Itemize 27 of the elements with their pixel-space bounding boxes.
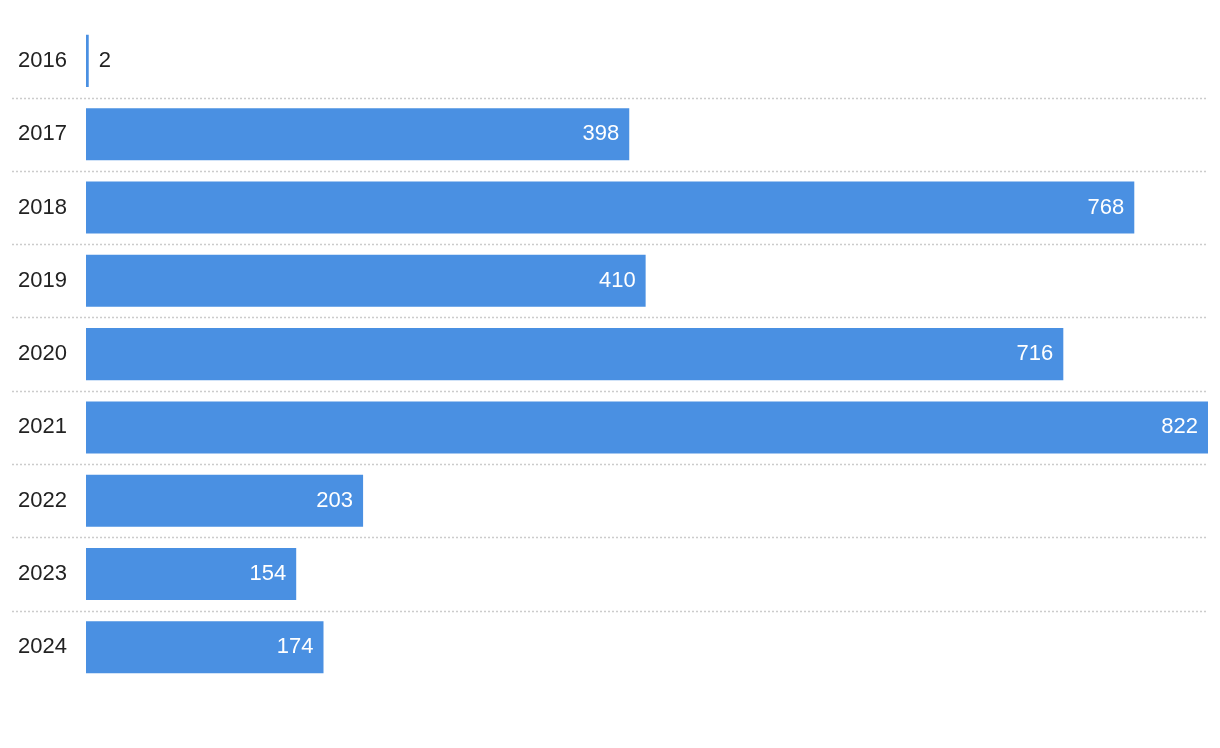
data-label: 410: [598, 266, 636, 292]
data-label: 822: [1161, 413, 1198, 439]
y-tick-label: 2024: [18, 633, 67, 659]
y-tick-label: 2019: [18, 266, 67, 292]
data-label: 716: [1016, 340, 1054, 366]
data-label: 398: [582, 120, 620, 146]
y-tick-label: 2018: [18, 193, 67, 219]
data-label: 2: [98, 46, 111, 72]
bar: [86, 254, 646, 307]
bar: [86, 474, 364, 527]
data-label: 203: [316, 486, 354, 512]
data-label: 154: [249, 560, 287, 586]
bar: [86, 34, 89, 87]
bar: [86, 108, 630, 161]
bar: [86, 548, 297, 601]
data-label: 768: [1087, 193, 1125, 219]
bar: [86, 328, 1064, 381]
y-tick-label: 2022: [18, 486, 67, 512]
data-label: 174: [276, 633, 314, 659]
y-tick-label: 2020: [18, 340, 67, 366]
y-tick-label: 2023: [18, 560, 67, 586]
y-tick-label: 2021: [18, 413, 67, 439]
bar: [86, 401, 1208, 454]
y-tick-label: 2017: [18, 120, 67, 146]
bar: [86, 181, 1135, 234]
y-tick-label: 2016: [18, 46, 67, 72]
bar: [86, 621, 324, 674]
